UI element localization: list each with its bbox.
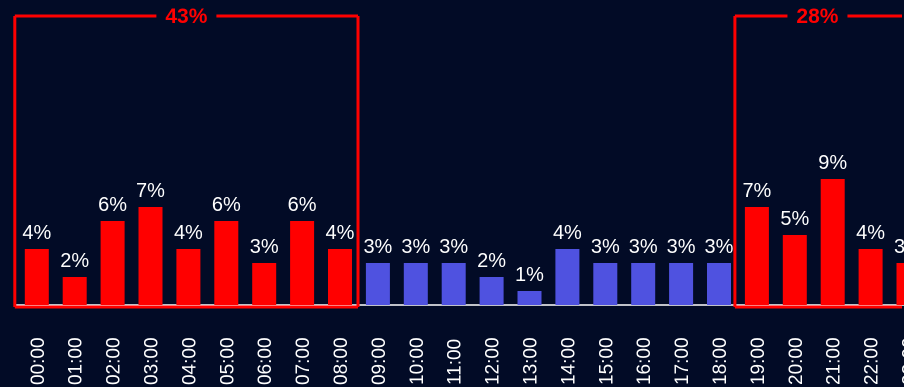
value-label-08:00: 4% <box>326 222 355 244</box>
x-tick-label-14:00: 14:00 <box>558 337 579 385</box>
value-label-05:00: 6% <box>212 194 241 216</box>
value-label-03:00: 7% <box>136 180 165 202</box>
value-label-15:00: 3% <box>591 236 620 258</box>
bar-23:00 <box>896 263 904 305</box>
bar-16:00 <box>631 263 656 305</box>
bar-08:00 <box>328 249 352 305</box>
value-label-02:00: 6% <box>98 194 127 216</box>
bar-14:00 <box>555 249 580 305</box>
bar-09:00 <box>365 263 390 305</box>
x-tick-label-21:00: 21:00 <box>824 337 845 385</box>
x-tick-label-06:00: 06:00 <box>255 337 276 385</box>
value-label-13:00: 1% <box>515 264 544 286</box>
bar-11:00 <box>441 263 466 305</box>
value-label-22:00: 4% <box>856 222 885 244</box>
x-tick-label-04:00: 04:00 <box>179 337 200 385</box>
x-tick-label-03:00: 03:00 <box>142 337 163 385</box>
value-label-12:00: 2% <box>477 250 506 272</box>
bar-18:00 <box>707 263 731 305</box>
x-tick-label-22:00: 22:00 <box>862 337 883 385</box>
x-tick-label-16:00: 16:00 <box>634 337 655 385</box>
bar-19:00 <box>744 207 769 305</box>
bar-05:00 <box>214 221 239 305</box>
x-tick-label-09:00: 09:00 <box>369 337 390 385</box>
value-label-14:00: 4% <box>553 222 582 244</box>
bar-04:00 <box>176 249 201 305</box>
x-tick-label-01:00: 01:00 <box>66 337 87 385</box>
value-label-01:00: 2% <box>60 250 89 272</box>
bar-07:00 <box>290 221 315 305</box>
value-label-16:00: 3% <box>629 236 658 258</box>
bar-12:00 <box>479 277 504 305</box>
value-label-00:00: 4% <box>22 222 51 244</box>
value-label-07:00: 6% <box>288 194 317 216</box>
x-tick-label-07:00: 07:00 <box>293 337 314 385</box>
bar-02:00 <box>100 221 125 305</box>
bar-21:00 <box>820 179 845 305</box>
x-tick-label-08:00: 08:00 <box>331 337 352 385</box>
bar-00:00 <box>24 249 49 305</box>
x-tick-label-13:00: 13:00 <box>521 337 542 385</box>
value-label-06:00: 3% <box>250 236 279 258</box>
x-tick-label-11:00: 11:00 <box>445 339 466 385</box>
value-label-17:00: 3% <box>667 236 696 258</box>
value-label-09:00: 3% <box>363 236 392 258</box>
x-tick-label-12:00: 12:00 <box>483 337 504 385</box>
value-label-20:00: 5% <box>780 208 809 230</box>
x-tick-label-10:00: 10:00 <box>407 337 428 385</box>
value-label-04:00: 4% <box>174 222 203 244</box>
value-label-11:00: 3% <box>439 236 468 258</box>
x-tick-label-19:00: 19:00 <box>748 337 769 385</box>
x-tick-label-15:00: 15:00 <box>596 337 617 385</box>
bar-13:00 <box>517 291 542 305</box>
bar-01:00 <box>62 277 87 305</box>
bar-03:00 <box>138 207 163 305</box>
bar-22:00 <box>858 249 883 305</box>
x-tick-label-05:00: 05:00 <box>217 337 238 385</box>
group-label-1: 43% <box>165 5 207 28</box>
value-label-19:00: 7% <box>742 180 771 202</box>
x-tick-label-18:00: 18:00 <box>710 337 731 385</box>
value-label-23:00: 3% <box>894 236 904 258</box>
x-tick-label-02:00: 02:00 <box>104 337 125 385</box>
bar-17:00 <box>669 263 694 305</box>
value-label-21:00: 9% <box>818 152 847 174</box>
bar-20:00 <box>782 235 807 305</box>
bar-06:00 <box>252 263 277 305</box>
bar-10:00 <box>403 263 428 305</box>
x-tick-label-23:00: 23:00 <box>900 337 904 385</box>
value-label-18:00: 3% <box>705 236 734 258</box>
value-label-10:00: 3% <box>401 236 430 258</box>
x-tick-label-20:00: 20:00 <box>786 337 807 385</box>
x-tick-label-00:00: 00:00 <box>28 337 49 385</box>
group-label-2: 28% <box>796 5 838 28</box>
bar-15:00 <box>593 263 618 305</box>
x-tick-label-17:00: 17:00 <box>672 337 693 385</box>
